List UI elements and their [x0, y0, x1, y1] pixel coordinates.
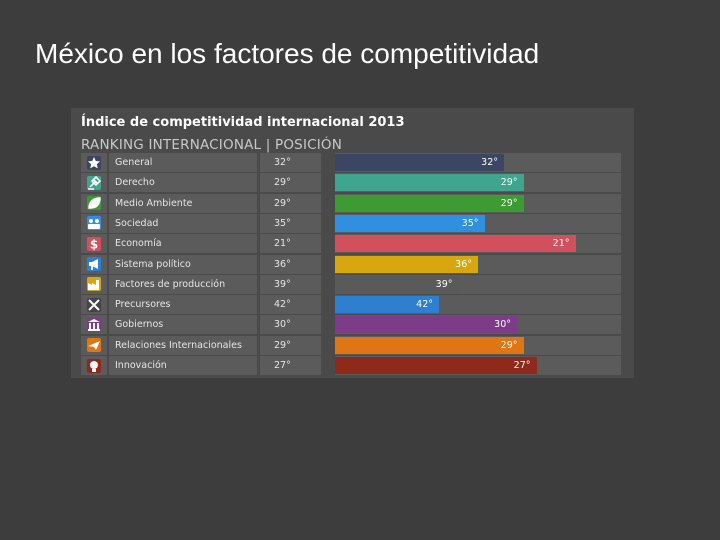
bar-track: 36° — [335, 254, 621, 274]
chart-bar: 42° — [335, 296, 439, 314]
panel-title: Índice de competitividad internacional 2… — [81, 115, 405, 130]
bar-track: 29° — [335, 173, 621, 193]
row-position: 29° — [260, 173, 321, 193]
lightbulb-icon — [81, 356, 107, 375]
bar-track: 39° — [335, 274, 621, 294]
row-position: 39° — [260, 274, 321, 294]
row-label: General — [109, 153, 257, 172]
bar-track: 42° — [335, 295, 621, 315]
chart-bar: 29° — [335, 336, 524, 354]
row-position: 29° — [260, 193, 321, 213]
ranking-row: Sistema político 36° 36° — [81, 254, 624, 274]
row-label: Factores de producción — [109, 274, 257, 294]
ranking-row: Derecho 29° 29° — [81, 173, 624, 193]
ranking-row: Innovación 27° 27° — [81, 356, 624, 375]
bar-track: 27° — [335, 356, 621, 375]
row-position: 29° — [260, 335, 321, 355]
row-position: 21° — [260, 234, 321, 254]
bar-track: 21° — [335, 234, 621, 254]
row-position: 35° — [260, 213, 321, 233]
row-label: Precursores — [109, 295, 257, 315]
megaphone-icon — [81, 254, 107, 274]
ranking-row: $ Economía 21° 21° — [81, 234, 624, 254]
ranking-row: Relaciones Internacionales 29° 29° — [81, 335, 624, 355]
row-label: Innovación — [109, 356, 257, 375]
ranking-row: Precursores 42° 42° — [81, 295, 624, 315]
people-icon — [81, 213, 107, 233]
chart-bar: 30° — [335, 316, 517, 334]
ranking-row: General 32° 32° — [81, 153, 624, 172]
government-building-icon — [81, 315, 107, 335]
airplane-icon — [81, 335, 107, 355]
bar-track: 32° — [335, 153, 621, 172]
ranking-row: Medio Ambiente 29° 29° — [81, 193, 624, 213]
row-position: 30° — [260, 315, 321, 335]
row-label: Medio Ambiente — [109, 193, 257, 213]
row-position: 36° — [260, 254, 321, 274]
chart-bar: 27° — [335, 357, 537, 374]
factory-icon — [81, 274, 107, 294]
bar-track: 35° — [335, 213, 621, 233]
row-label: Derecho — [109, 173, 257, 193]
row-label: Economía — [109, 234, 257, 254]
row-position: 32° — [260, 153, 321, 172]
row-label: Gobiernos — [109, 315, 257, 335]
slide-title: México en los factores de competitividad — [35, 38, 540, 69]
tools-icon — [81, 295, 107, 315]
row-label: Sistema político — [109, 254, 257, 274]
chart-bar: 39° — [335, 275, 459, 293]
dollar-icon: $ — [81, 234, 107, 254]
gavel-icon — [81, 173, 107, 193]
row-position: 27° — [260, 356, 321, 375]
chart-bar: 32° — [335, 154, 504, 171]
ranking-row: Sociedad 35° 35° — [81, 213, 624, 233]
bar-track: 30° — [335, 315, 621, 335]
panel-subtitle: RANKING INTERNACIONAL | POSICIÓN — [81, 137, 343, 153]
row-label: Sociedad — [109, 213, 257, 233]
chart-bar: 29° — [335, 194, 524, 212]
row-position: 42° — [260, 295, 321, 315]
ranking-row: Gobiernos 30° 30° — [81, 315, 624, 335]
bar-track: 29° — [335, 193, 621, 213]
row-label: Relaciones Internacionales — [109, 335, 257, 355]
chart-bar: 21° — [335, 235, 576, 253]
svg-text:$: $ — [90, 237, 98, 251]
ranking-row: Factores de producción 39° 39° — [81, 274, 624, 294]
chart-bar: 36° — [335, 255, 478, 273]
bar-track: 29° — [335, 335, 621, 355]
leaf-icon — [81, 193, 107, 213]
chart-bar: 29° — [335, 174, 524, 192]
competitiveness-panel: Índice de competitividad internacional 2… — [71, 108, 634, 378]
chart-bar: 35° — [335, 214, 485, 232]
star-icon — [81, 153, 107, 172]
